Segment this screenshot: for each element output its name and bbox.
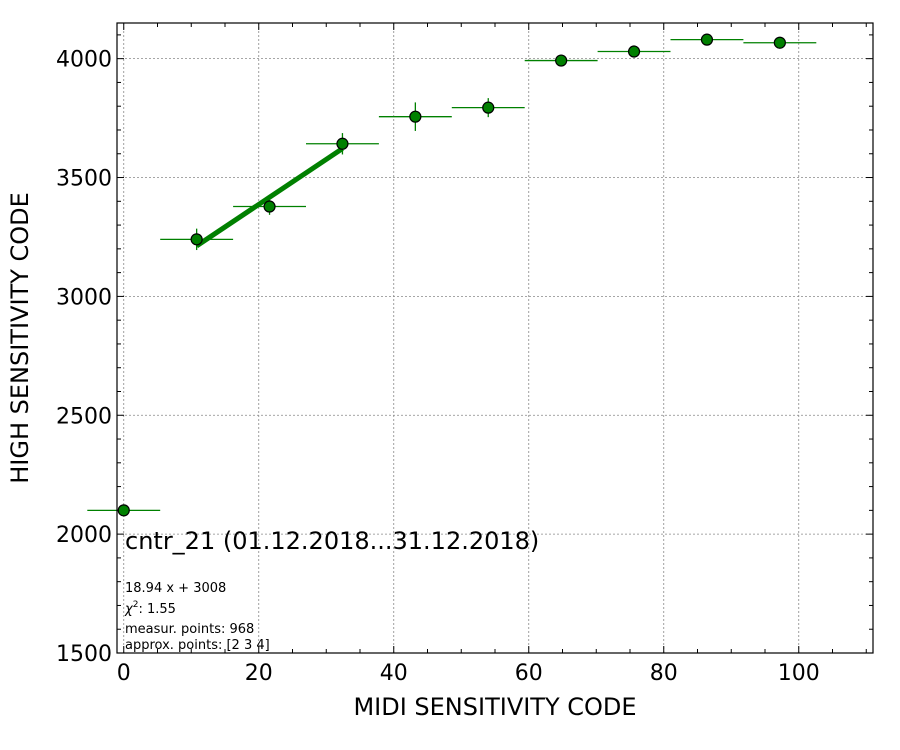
- data-point: [336, 137, 349, 150]
- y-tick-label: 3500: [56, 167, 112, 192]
- axis-ticks: [117, 23, 873, 654]
- fit-equation: 18.94 x + 3008: [125, 581, 226, 596]
- data-point: [627, 45, 641, 58]
- x-tick-labels: 0 20 40 60 80 100: [117, 661, 820, 686]
- chi2-symbol: χ: [124, 602, 134, 617]
- x-axis-label: MIDI SENSITIVITY CODE: [353, 693, 636, 721]
- measur-points-annotation: measur. points: 968: [125, 622, 254, 637]
- data-point: [409, 110, 422, 123]
- x-tick-label: 60: [515, 661, 543, 686]
- data-point: [555, 54, 568, 67]
- fit-line: [195, 146, 344, 248]
- chart-annotation-title: cntr_21 (01.12.2018...31.12.2018): [125, 527, 539, 555]
- chi2-superscript: 2: [133, 600, 139, 610]
- y-tick-label: 2000: [56, 523, 112, 548]
- error-bars: [87, 37, 817, 512]
- y-axis-label: HIGH SENSITIVITY CODE: [6, 192, 34, 484]
- x-tick-label: 40: [380, 661, 408, 686]
- y-tick-label: 1500: [56, 642, 112, 667]
- chi2-value: : 1.55: [138, 602, 175, 617]
- plot-frame: [116, 22, 874, 654]
- data-points: [117, 33, 786, 517]
- data-point: [773, 36, 786, 49]
- x-tick-label: 0: [117, 661, 131, 686]
- data-point: [263, 200, 276, 213]
- grid-lines: [117, 23, 873, 653]
- data-point: [117, 504, 130, 517]
- x-tick-label: 80: [650, 661, 678, 686]
- data-point: [482, 101, 495, 114]
- data-point: [190, 233, 203, 246]
- data-point: [700, 33, 714, 46]
- x-tick-label: 20: [245, 661, 273, 686]
- approx-points-annotation: approx. points: [2 3 4]: [125, 638, 270, 653]
- y-tick-labels: 1500 2000 2500 3000 3500 4000: [56, 48, 112, 667]
- y-tick-label: 3000: [56, 285, 112, 310]
- x-tick-label: 100: [778, 661, 820, 686]
- y-tick-label: 2500: [56, 404, 112, 429]
- y-tick-label: 4000: [56, 48, 112, 73]
- chi2-annotation: χ2: 1.55: [124, 600, 176, 617]
